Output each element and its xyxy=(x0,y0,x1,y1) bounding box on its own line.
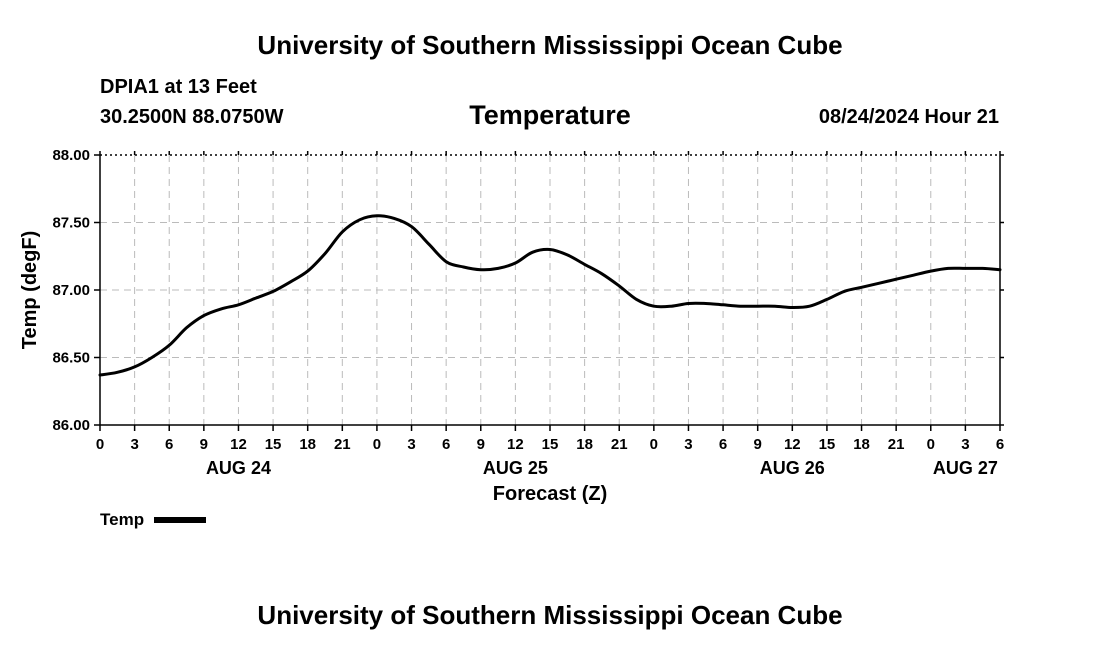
y-tick-label: 86.50 xyxy=(52,350,90,367)
x-tick-label: 12 xyxy=(784,436,801,453)
variable-title: Temperature xyxy=(469,100,631,130)
x-tick-label: 21 xyxy=(888,436,905,453)
station-coordinates: 30.2500N 88.0750W xyxy=(100,106,284,128)
date-label: AUG 27 xyxy=(933,458,998,478)
x-tick-label: 3 xyxy=(130,436,138,453)
legend-line-swatch xyxy=(154,517,207,523)
x-tick-label: 12 xyxy=(230,436,247,453)
x-tick-label: 15 xyxy=(819,436,836,453)
x-tick-label: 0 xyxy=(927,436,935,453)
date-label: AUG 25 xyxy=(483,458,548,478)
x-tick-label: 3 xyxy=(407,436,415,453)
x-tick-label: 0 xyxy=(650,436,658,453)
x-tick-label: 18 xyxy=(576,436,593,453)
x-tick-label: 0 xyxy=(96,436,104,453)
chart-title-bottom: University of Southern Mississippi Ocean… xyxy=(257,600,843,630)
series-line-temp xyxy=(98,214,1002,377)
x-tick-label: 9 xyxy=(754,436,762,453)
x-tick-label: 21 xyxy=(334,436,351,453)
y-axis-title: Temp (degF) xyxy=(19,231,41,350)
x-axis-title: Forecast (Z) xyxy=(493,483,607,505)
label-layer: 0 3 6 9 12 15 18 21 0 3 6 9 12 15 18 21 0 3 6 9 12 15 18 21 0 3 6 8… xyxy=(19,147,1004,505)
series-layer xyxy=(98,214,1002,377)
x-tick-label: 21 xyxy=(611,436,628,453)
x-tick-label: 18 xyxy=(853,436,870,453)
x-tick-label: 6 xyxy=(442,436,450,453)
y-tick-label: 88.00 xyxy=(52,147,90,164)
y-tick-label: 87.00 xyxy=(52,282,90,299)
x-tick-label: 12 xyxy=(507,436,524,453)
x-tick-label: 6 xyxy=(165,436,173,453)
x-tick-label: 6 xyxy=(719,436,727,453)
x-tick-label: 3 xyxy=(961,436,969,453)
legend: Temp xyxy=(100,510,207,530)
grid-layer xyxy=(100,155,1000,425)
date-label: AUG 24 xyxy=(206,458,271,478)
x-tick-label: 15 xyxy=(542,436,559,453)
axis-layer xyxy=(94,151,1004,431)
x-tick-label: 18 xyxy=(299,436,316,453)
forecast-datetime: 08/24/2024 Hour 21 xyxy=(818,106,999,128)
y-tick-label: 87.50 xyxy=(52,215,90,232)
legend-label: Temp xyxy=(100,510,145,529)
x-tick-label: 9 xyxy=(477,436,485,453)
x-tick-label: 0 xyxy=(373,436,381,453)
x-tick-label: 6 xyxy=(996,436,1004,453)
y-tick-label: 86.00 xyxy=(52,417,90,434)
x-tick-label: 3 xyxy=(684,436,692,453)
station-label: DPIA1 at 13 Feet xyxy=(100,76,257,98)
x-tick-label: 9 xyxy=(200,436,208,453)
x-tick-label: 15 xyxy=(265,436,282,453)
chart-title-top: University of Southern Mississippi Ocean… xyxy=(257,30,843,60)
date-label: AUG 26 xyxy=(760,458,825,478)
